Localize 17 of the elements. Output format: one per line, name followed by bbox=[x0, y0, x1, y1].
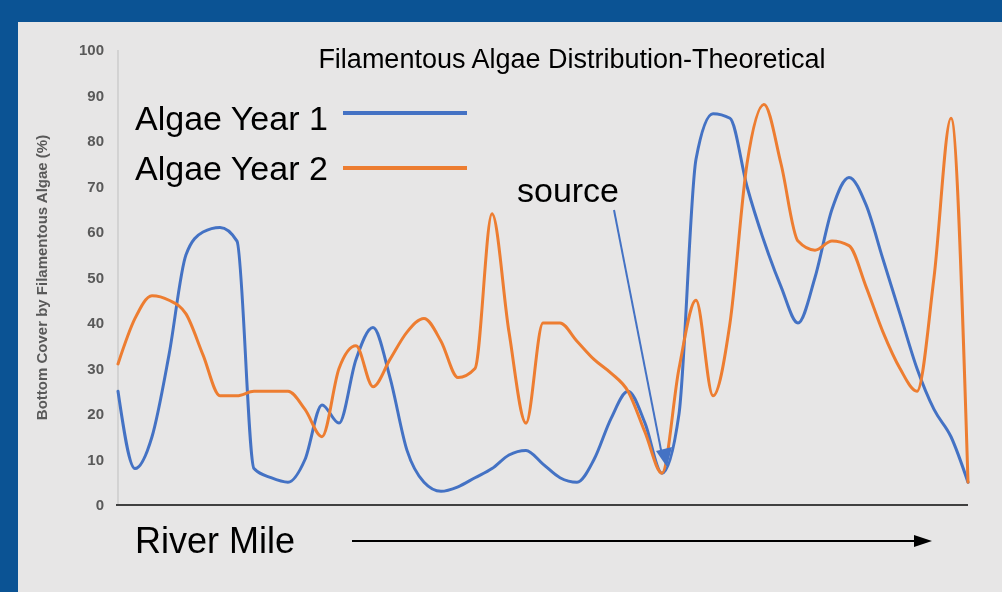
legend-label: Algae Year 2 bbox=[135, 148, 328, 187]
y-tick-label: 30 bbox=[87, 359, 104, 377]
legend-label: Algae Year 1 bbox=[135, 98, 328, 137]
y-tick-label: 0 bbox=[95, 496, 104, 514]
annotation: source bbox=[516, 171, 620, 209]
y-tick-label: 90 bbox=[87, 86, 104, 104]
y-tick-label: 100 bbox=[78, 41, 104, 59]
y-tick-label: 20 bbox=[87, 405, 104, 423]
y-tick-label: 60 bbox=[87, 223, 104, 241]
x-axis-title: River Mile bbox=[135, 519, 296, 561]
chart-title: Filamentous Algae Distribution-Theoretical bbox=[318, 44, 826, 74]
y-axis-title: Bottom Cover by Filamentous Algae (%) bbox=[33, 134, 50, 421]
y-tick-label: 10 bbox=[87, 450, 104, 468]
y-tick-label: 70 bbox=[87, 177, 104, 195]
y-tick-label: 40 bbox=[87, 314, 104, 332]
y-tick-label: 50 bbox=[87, 268, 104, 286]
y-tick-label: 80 bbox=[87, 132, 104, 150]
